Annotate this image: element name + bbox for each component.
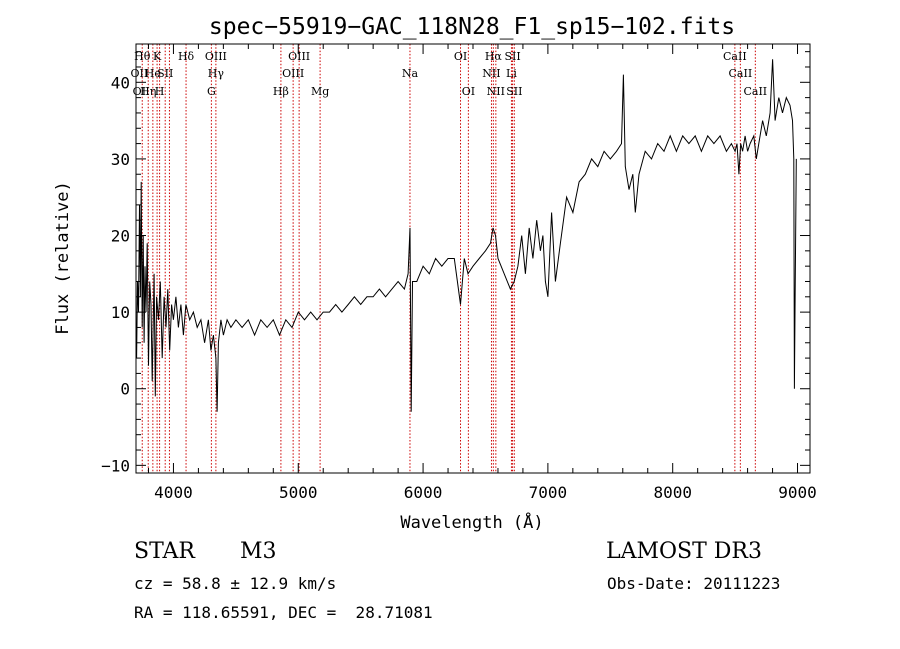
y-tick-label: −10 [101, 456, 130, 475]
line-marker-label: SII [157, 67, 173, 80]
line-marker-label: OIII [205, 50, 227, 63]
line-marker-label: H [155, 85, 165, 98]
x-tick-label: 9000 [778, 483, 817, 502]
line-marker-label: NII [487, 85, 505, 98]
line-marker-label: SII [506, 85, 522, 98]
line-marker-label: CaII [743, 85, 767, 98]
y-tick-label: 20 [111, 227, 130, 246]
y-tick-label: 30 [111, 150, 130, 169]
line-marker-label: OI [454, 50, 467, 63]
line-marker-label: K [153, 50, 162, 63]
line-marker-label: OI [462, 85, 475, 98]
line-marker-label: CaII [723, 50, 747, 63]
coordinates: RA = 118.65591, DEC = 28.71081 [134, 603, 433, 622]
line-marker-label: G [207, 85, 216, 98]
x-tick-label: 8000 [653, 483, 692, 502]
object-subclass: M3 [240, 539, 277, 564]
y-axis-label: Flux (relative) [53, 181, 73, 335]
line-marker-label: Hβ [273, 85, 289, 98]
line-marker-label: OIII [288, 50, 310, 63]
line-marker-label: Hθ [134, 50, 151, 63]
redshift-value: cz = 58.8 ± 12.9 km/s [134, 574, 337, 593]
x-tick-label: 5000 [279, 483, 318, 502]
line-marker-label: Hη [140, 85, 156, 98]
x-axis-ticks: 4000 5000 6000 7000 8000 9000 [147, 44, 817, 502]
plot-frame [135, 43, 811, 474]
line-marker-label: Hγ [208, 67, 225, 80]
line-marker-label: He [145, 67, 161, 80]
x-tick-label: 6000 [404, 483, 443, 502]
survey-name: LAMOST DR3 [606, 539, 762, 564]
spectrum-line [136, 59, 797, 412]
x-axis-label: Wavelength (Å) [400, 511, 543, 533]
line-marker-label: NII [482, 67, 500, 80]
chart-title: spec−55919−GAC_118N28_F1_sp15−102.fits [209, 14, 735, 40]
observation-date: Obs-Date: 20111223 [607, 574, 781, 593]
line-marker-label: Hδ [178, 50, 195, 63]
line-marker-label: SII [504, 50, 520, 63]
line-marker-label: CaII [729, 67, 753, 80]
line-marker-label: Li [506, 67, 517, 80]
y-axis-ticks: −10 0 10 20 30 40 [101, 51, 810, 475]
object-class: STAR [134, 539, 195, 564]
x-tick-label: 7000 [529, 483, 568, 502]
line-marker-label: OII [131, 67, 149, 80]
line-marker-label: OIII [282, 67, 304, 80]
x-tick-label: 4000 [154, 483, 193, 502]
line-marker-label: Hα [485, 50, 503, 63]
y-tick-label: 0 [120, 380, 130, 399]
y-tick-label: 40 [111, 73, 130, 92]
line-marker-label: Mg [311, 85, 329, 98]
line-marker-label: Na [402, 67, 419, 80]
y-tick-label: 10 [111, 303, 130, 322]
